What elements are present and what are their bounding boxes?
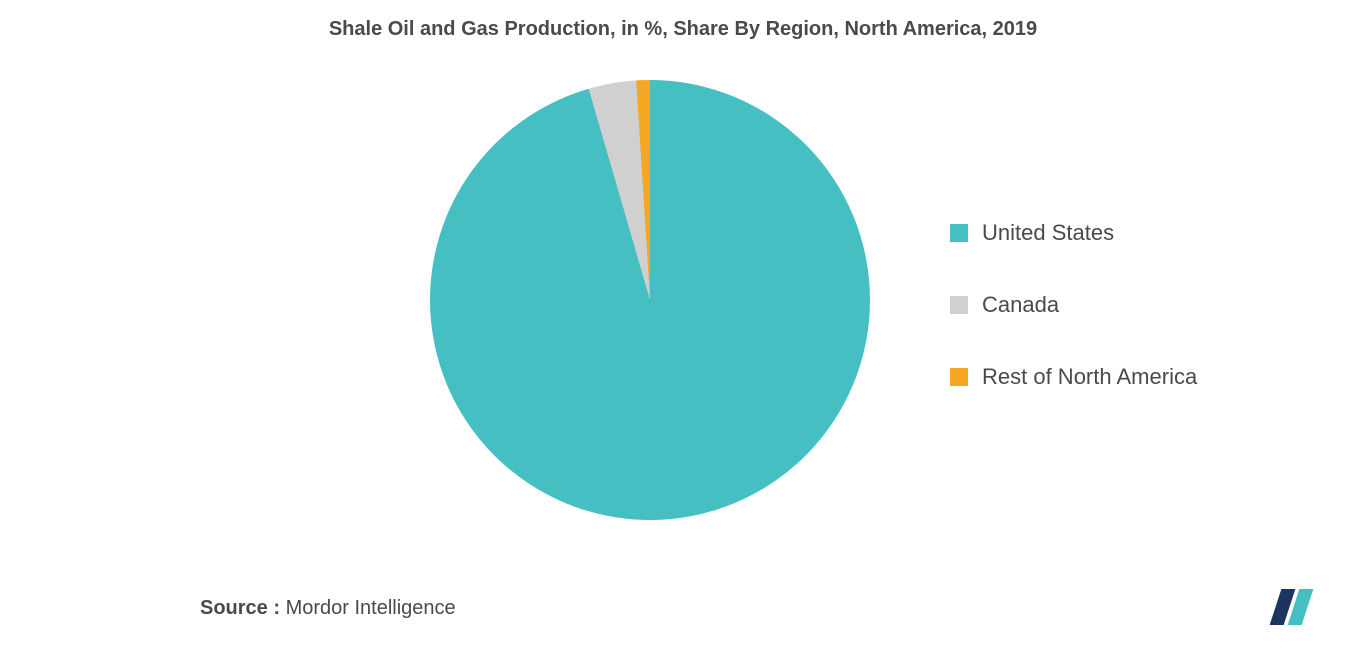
source-name: Mordor Intelligence — [286, 597, 456, 619]
legend-item: Rest of North America — [950, 364, 1197, 390]
mordor-logo-icon — [1264, 587, 1328, 627]
legend-swatch — [950, 368, 968, 386]
legend-label: Rest of North America — [982, 364, 1197, 390]
legend-swatch — [950, 296, 968, 314]
source-prefix: Source : — [200, 597, 286, 619]
source-attribution: Source : Mordor Intelligence — [200, 597, 456, 620]
legend-label: Canada — [982, 292, 1059, 318]
legend-item: United States — [950, 220, 1197, 246]
chart-area: United States Canada Rest of North America — [0, 70, 1366, 560]
chart-title: Shale Oil and Gas Production, in %, Shar… — [0, 18, 1366, 41]
legend-swatch — [950, 224, 968, 242]
legend-item: Canada — [950, 292, 1197, 318]
legend: United States Canada Rest of North America — [950, 220, 1197, 390]
legend-label: United States — [982, 220, 1114, 246]
pie-chart — [430, 80, 870, 520]
